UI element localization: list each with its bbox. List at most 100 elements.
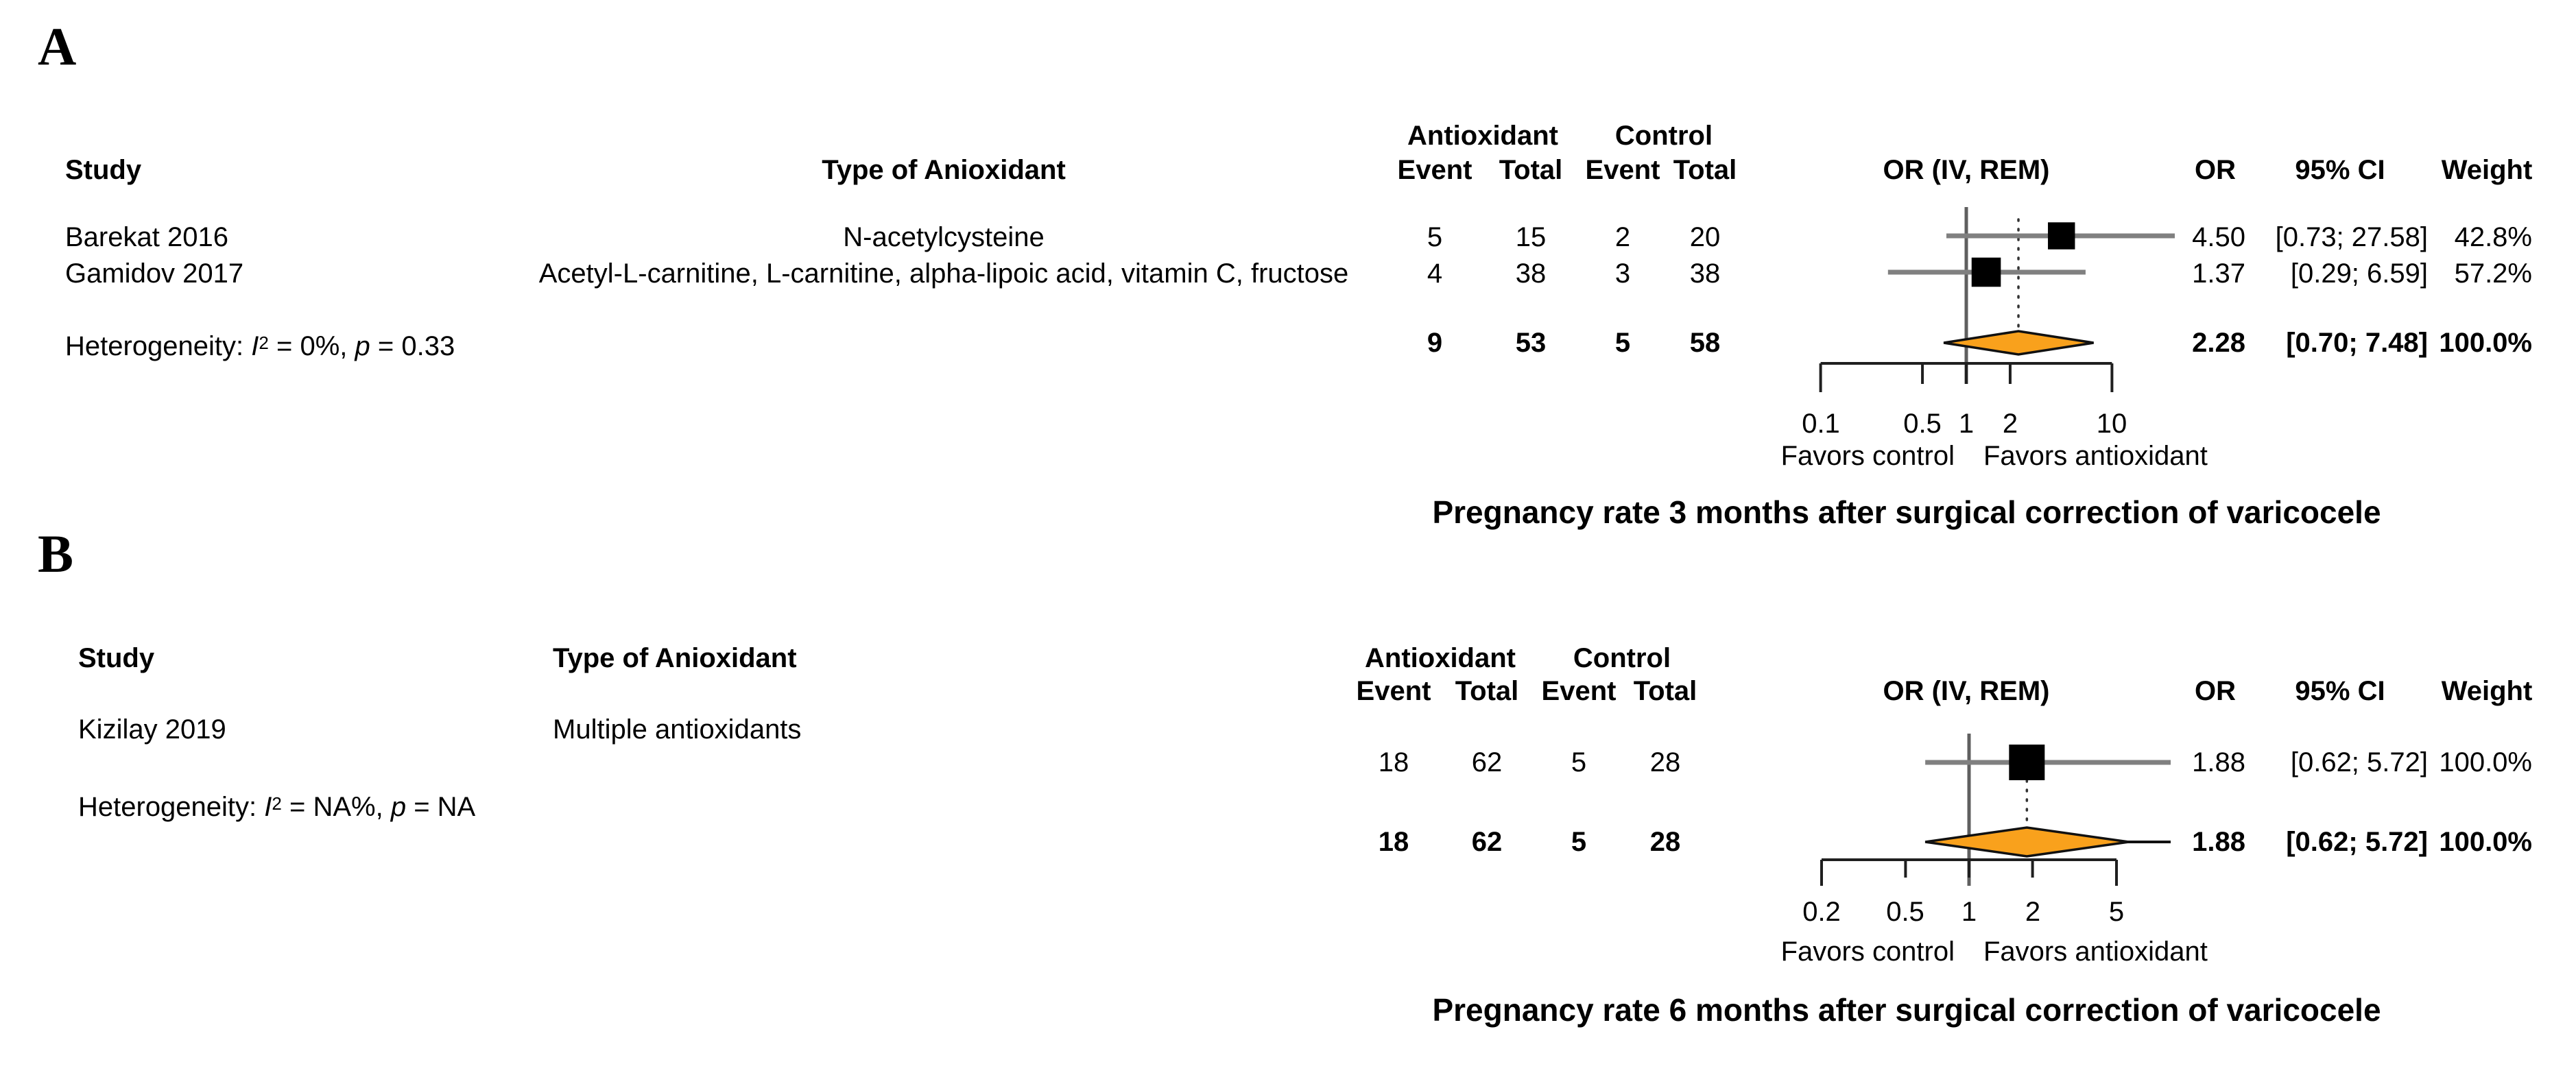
p-symbol: p: [355, 331, 370, 361]
favors-antioxidant-label: Favors antioxidant: [1983, 937, 2208, 967]
panel-a-label: A: [38, 16, 77, 76]
axis-tick-label: 2: [2002, 409, 2018, 439]
antioxidant-type-cell: N-acetylcysteine: [843, 222, 1045, 252]
or-value: 4.50: [2192, 222, 2245, 252]
axis-tick-label: 0.1: [1802, 409, 1840, 439]
antioxidant-type-cell: Multiple antioxidants: [553, 714, 802, 745]
pooled-ci-value: [0.62; 5.72]: [2286, 827, 2428, 857]
col-header-total-control: Total: [1673, 155, 1737, 185]
favors-control-label: Favors control: [1780, 441, 1955, 471]
col-header-ci: 95% CI: [2295, 155, 2385, 185]
col-header-event-antioxidant: Event: [1356, 676, 1431, 706]
col-header-or: OR: [2195, 676, 2236, 706]
study-name: Gamidov 2017: [65, 258, 244, 289]
col-header-event-antioxidant: Event: [1397, 155, 1472, 185]
col-header-ci: 95% CI: [2295, 676, 2385, 706]
or-value: 1.88: [2192, 747, 2245, 777]
col-header-or-plot: OR (IV, REM): [1883, 155, 2050, 185]
panel-b-label: B: [38, 524, 74, 583]
ctl-total-cell: 20: [1689, 222, 1721, 252]
i-squared-exponent: 2: [259, 333, 269, 353]
pooled-ctl-event: 5: [1571, 827, 1587, 857]
ci-value: [0.29; 6.59]: [2290, 258, 2428, 289]
pooled-ctl-total: 58: [1689, 328, 1721, 358]
pooled-ant-event: 18: [1378, 827, 1409, 857]
heterogeneity-note: Heterogeneity: I2 = NA%, p = NA: [78, 788, 475, 822]
ant-total-cell: 15: [1515, 222, 1547, 252]
ctl-event-cell: 3: [1614, 258, 1631, 289]
favors-control-label: Favors control: [1780, 937, 1955, 967]
pooled-weight-value: 100.0%: [2439, 328, 2532, 358]
axis-tick-label: 10: [2096, 409, 2127, 439]
weight-value: 100.0%: [2439, 747, 2532, 777]
col-header-study: Study: [65, 155, 142, 185]
heterogeneity-prefix: Heterogeneity:: [65, 331, 252, 361]
col-header-event-control: Event: [1585, 155, 1660, 185]
forest-plot-a: [1819, 207, 2175, 392]
col-header-antioxidant-type: Type of Anioxidant: [822, 155, 1066, 185]
heterogeneity-note: Heterogeneity: I2 = 0%, p = 0.33: [65, 328, 455, 361]
pooled-ci-value: [0.70; 7.48]: [2286, 328, 2428, 358]
pooled-ant-event: 9: [1427, 328, 1443, 358]
ant-total-cell: 38: [1515, 258, 1547, 289]
col-header-control-group: Control: [1614, 121, 1713, 151]
pooled-ant-total: 53: [1515, 328, 1547, 358]
pooled-diamond: [1943, 330, 2094, 356]
ci-value: [0.62; 5.72]: [2290, 747, 2428, 777]
heterogeneity-prefix: Heterogeneity:: [78, 792, 265, 822]
col-header-antioxidant-type: Type of Anioxidant: [553, 643, 797, 673]
ant-total-cell: 62: [1471, 747, 1503, 777]
pooled-weight-value: 100.0%: [2439, 827, 2532, 857]
ant-event-cell: 18: [1378, 747, 1409, 777]
col-header-or: OR: [2195, 155, 2236, 185]
i-squared-symbol: I: [251, 331, 259, 361]
axis-tick-label: 0.5: [1886, 897, 1924, 927]
study-name: Barekat 2016: [65, 222, 228, 252]
study-square: [2009, 745, 2045, 780]
col-header-antioxidant-group: Antioxidant: [1407, 121, 1558, 151]
col-header-weight: Weight: [2441, 155, 2533, 185]
col-header-study: Study: [78, 643, 155, 673]
favors-antioxidant-label: Favors antioxidant: [1983, 441, 2208, 471]
col-header-event-control: Event: [1541, 676, 1617, 706]
panel-a-title: Pregnancy rate 3 months after surgical c…: [1432, 494, 2381, 530]
p-symbol: p: [390, 792, 407, 822]
pooled-ctl-event: 5: [1614, 328, 1631, 358]
ctl-event-cell: 5: [1571, 747, 1587, 777]
forest-plot-b: [1820, 734, 2171, 886]
pooled-ctl-total: 28: [1649, 827, 1681, 857]
panel-b-title: Pregnancy rate 6 months after surgical c…: [1432, 992, 2381, 1028]
study-square: [2048, 222, 2075, 250]
i-squared-exponent: 2: [272, 793, 282, 814]
i-squared-symbol: I: [264, 792, 272, 822]
col-header-control-group: Control: [1573, 643, 1671, 673]
heterogeneity-tail: = 0.33: [370, 331, 455, 361]
col-header-total-antioxidant: Total: [1455, 676, 1519, 706]
pooled-or-value: 1.88: [2192, 827, 2245, 857]
heterogeneity-tail: = NA: [406, 792, 476, 822]
ctl-event-cell: 2: [1614, 222, 1631, 252]
ant-event-cell: 5: [1427, 222, 1443, 252]
ctl-total-cell: 28: [1649, 747, 1681, 777]
col-header-total-control: Total: [1633, 676, 1697, 706]
heterogeneity-mid: = NA%,: [281, 792, 391, 822]
axis-tick-label: 5: [2108, 897, 2125, 927]
pooled-diamond: [1924, 826, 2130, 858]
or-value: 1.37: [2192, 258, 2245, 289]
axis-tick-label: 1: [1961, 897, 1977, 927]
axis-tick-label: 0.5: [1903, 409, 1942, 439]
study-name: Kizilay 2019: [78, 714, 226, 745]
col-header-weight: Weight: [2441, 676, 2533, 706]
study-square: [1971, 257, 2001, 287]
col-header-or-plot: OR (IV, REM): [1883, 676, 2050, 706]
ant-event-cell: 4: [1427, 258, 1443, 289]
pooled-or-value: 2.28: [2192, 328, 2245, 358]
heterogeneity-mid: = 0%,: [268, 331, 355, 361]
ctl-total-cell: 38: [1689, 258, 1721, 289]
pooled-ant-total: 62: [1471, 827, 1503, 857]
col-header-antioxidant-group: Antioxidant: [1365, 643, 1516, 673]
axis-tick-label: 2: [2025, 897, 2041, 927]
weight-value: 42.8%: [2454, 222, 2532, 252]
antioxidant-type-cell: Acetyl-L-carnitine, L-carnitine, alpha-l…: [538, 258, 1349, 289]
